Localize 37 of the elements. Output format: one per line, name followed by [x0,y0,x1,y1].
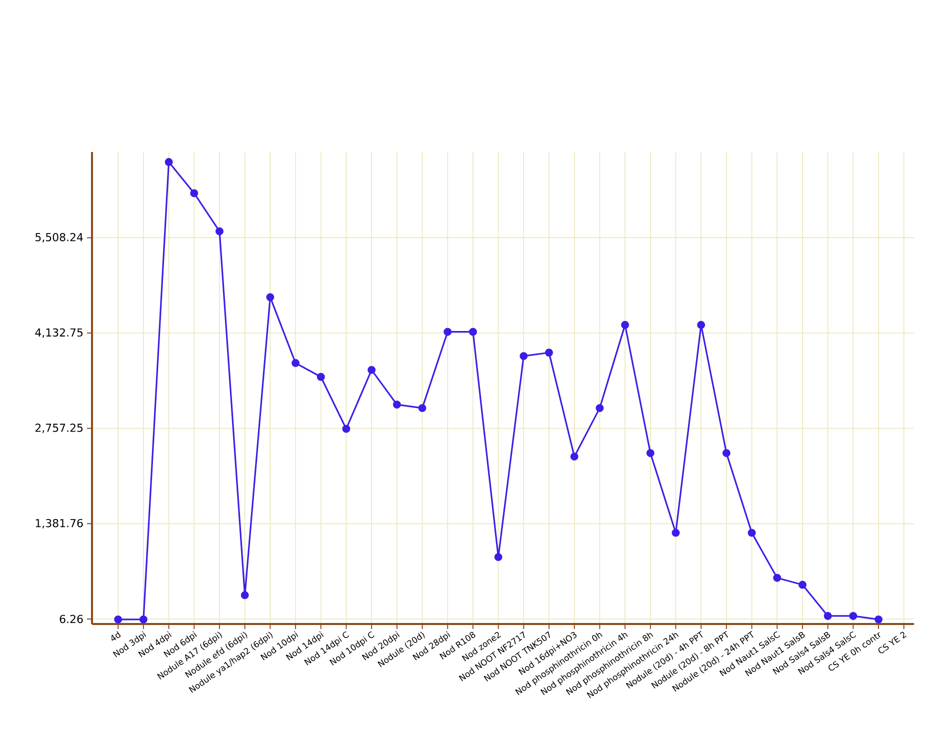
point [266,293,274,302]
y-tick-label: 4,132.75 [35,328,83,338]
y-tick-label: 2,757.25 [35,424,83,434]
point [494,553,502,562]
point [240,591,249,600]
point [621,320,630,329]
x-tick-label: 4d [112,631,121,641]
point [292,359,300,368]
point [570,452,578,461]
point [748,528,756,537]
point [164,158,173,166]
point [342,424,350,433]
point [646,449,654,458]
point [216,227,224,236]
point [824,612,832,620]
point [418,404,426,412]
point [798,580,806,589]
point [697,320,706,329]
point [773,574,782,582]
point [368,366,376,374]
point [596,404,604,412]
y-tick-label: 5,508.24 [36,233,83,242]
point [849,612,858,620]
point [114,615,122,624]
point [392,400,401,409]
point [139,615,148,624]
point [444,328,452,336]
y-tick-label: 1,381.76 [36,518,83,528]
point [190,189,198,198]
point [468,328,477,336]
point [874,615,883,624]
point [672,528,680,537]
point [520,352,528,360]
point [316,372,325,381]
point [545,348,553,357]
y-tick-label: 6.26 [60,614,83,624]
point [722,449,730,458]
